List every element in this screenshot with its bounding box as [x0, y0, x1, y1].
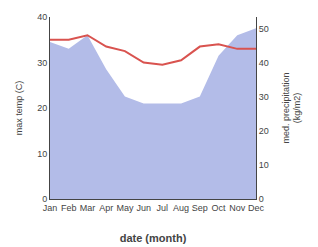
- svg-text:Jan: Jan: [43, 203, 58, 213]
- svg-text:0: 0: [259, 194, 264, 204]
- svg-text:30: 30: [259, 92, 269, 102]
- svg-text:med. precipitation(kg/m2): med. precipitation(kg/m2): [281, 72, 303, 143]
- svg-text:20: 20: [259, 126, 269, 136]
- svg-text:May: May: [116, 203, 134, 213]
- svg-text:Feb: Feb: [61, 203, 77, 213]
- svg-text:40: 40: [259, 58, 269, 68]
- svg-text:Nov: Nov: [229, 203, 246, 213]
- svg-text:Aug: Aug: [173, 203, 189, 213]
- svg-text:Dec: Dec: [248, 203, 265, 213]
- svg-text:20: 20: [37, 103, 47, 113]
- svg-text:0: 0: [42, 194, 47, 204]
- svg-text:Oct: Oct: [212, 203, 227, 213]
- svg-text:date (month): date (month): [120, 232, 187, 244]
- svg-text:50: 50: [259, 24, 269, 34]
- svg-text:max temp (C): max temp (C): [14, 81, 24, 136]
- svg-text:Sep: Sep: [192, 203, 208, 213]
- svg-text:40: 40: [37, 12, 47, 22]
- svg-text:Jul: Jul: [157, 203, 169, 213]
- svg-text:10: 10: [259, 160, 269, 170]
- svg-text:Jun: Jun: [136, 203, 151, 213]
- svg-text:30: 30: [37, 58, 47, 68]
- svg-text:Mar: Mar: [80, 203, 96, 213]
- svg-text:Apr: Apr: [99, 203, 113, 213]
- svg-text:10: 10: [37, 149, 47, 159]
